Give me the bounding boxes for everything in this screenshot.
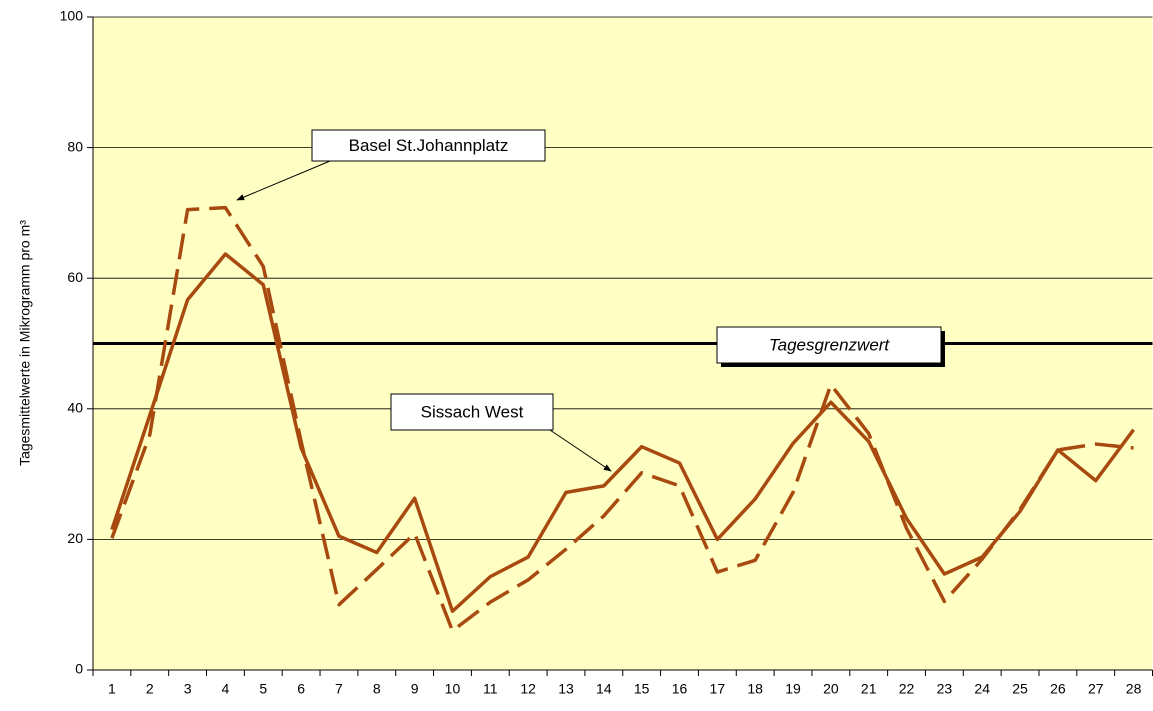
- series-annotation: Sissach West: [421, 402, 524, 421]
- x-tick-label: 2: [146, 681, 154, 697]
- x-tick-label: 13: [558, 681, 574, 697]
- y-tick-label: 60: [67, 269, 83, 285]
- x-tick-label: 22: [899, 681, 915, 697]
- x-tick-label: 5: [259, 681, 267, 697]
- x-tick-label: 19: [785, 681, 801, 697]
- series-line: [110, 252, 1135, 613]
- x-tick-label: 24: [974, 681, 990, 697]
- y-tick-label: 80: [67, 138, 83, 154]
- x-tick-label: 9: [411, 681, 419, 697]
- x-tick-label: 18: [747, 681, 763, 697]
- x-tick-label: 14: [596, 681, 612, 697]
- annotation-arrow: [236, 160, 331, 201]
- x-tick-label: 10: [445, 681, 461, 697]
- y-tick-label: 0: [75, 661, 83, 677]
- y-tick-label: 40: [67, 400, 83, 416]
- x-tick-label: 20: [823, 681, 839, 697]
- x-tick-label: 8: [373, 681, 381, 697]
- x-tick-label: 25: [1012, 681, 1028, 697]
- x-tick-label: 21: [861, 681, 877, 697]
- y-axis-label: Tagesmittelwerte in Mikrogramm pro m³: [17, 220, 33, 466]
- x-tick-label: 17: [710, 681, 726, 697]
- x-tick-label: 7: [335, 681, 343, 697]
- x-tick-label: 4: [222, 681, 230, 697]
- x-tick-label: 26: [1050, 681, 1066, 697]
- y-tick-label: 100: [60, 8, 84, 24]
- series-annotation: Basel St.Johannplatz: [349, 136, 509, 155]
- x-tick-label: 12: [520, 681, 536, 697]
- x-tick-label: 23: [937, 681, 953, 697]
- x-tick-label: 11: [483, 681, 498, 697]
- x-tick-label: 1: [108, 681, 116, 697]
- reference-label-box: [716, 326, 942, 364]
- x-tick-label: 27: [1088, 681, 1104, 697]
- series-line: [110, 205, 1134, 633]
- annotation-arrow: [549, 429, 612, 472]
- x-tick-label: 6: [297, 681, 305, 697]
- reference-label: Tagesgrenzwert: [769, 335, 891, 354]
- x-tick-label: 15: [634, 681, 650, 697]
- x-tick-label: 16: [672, 681, 688, 697]
- x-tick-label: 28: [1126, 681, 1142, 697]
- series-annotation-box: [311, 129, 546, 162]
- y-tick-label: 20: [67, 530, 83, 546]
- series-annotation-box: [390, 393, 554, 431]
- x-tick-label: 3: [184, 681, 192, 697]
